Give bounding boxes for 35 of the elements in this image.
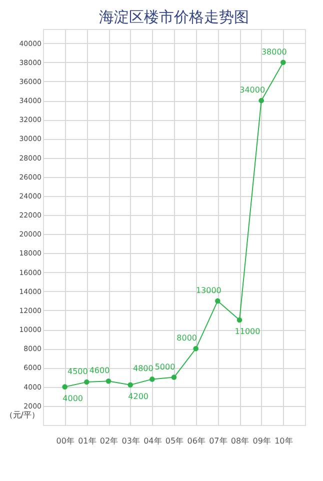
data-label: 4500 (67, 367, 88, 376)
data-label: 4000 (62, 394, 84, 403)
point (128, 382, 133, 388)
data-label: 5000 (154, 362, 176, 372)
point (258, 98, 264, 104)
data-label: 4600 (89, 366, 110, 376)
x-tick-label: 07年 (209, 436, 228, 446)
chart-title: 海淀区楼市价格走势图 (99, 8, 249, 26)
data-label: 4800 (132, 364, 154, 374)
data-label: 38000 (261, 47, 287, 56)
data-label: 11000 (234, 327, 260, 336)
y-axis-title: （元/平） (4, 410, 40, 420)
point (280, 60, 286, 66)
point (215, 298, 220, 304)
x-tick-label: 01年 (78, 436, 96, 446)
data-label: 8000 (176, 334, 198, 343)
x-tick-label: 09年 (252, 436, 271, 446)
data-label: 34000 (240, 86, 266, 95)
x-tick-label: 02年 (100, 436, 118, 446)
x-tick-label: 03年 (122, 436, 140, 446)
x-tick-label: 00年 (56, 436, 74, 446)
point (84, 379, 90, 385)
x-tick-label: 06年 (187, 436, 206, 446)
point (193, 346, 198, 352)
x-tick-label: 04年 (144, 436, 162, 446)
point (171, 374, 177, 380)
data-label: 13000 (196, 286, 222, 295)
x-tick-label: 08年 (230, 436, 250, 446)
data-label: 4200 (128, 392, 149, 401)
point (236, 317, 242, 323)
x-tick-label: 10年 (274, 436, 293, 446)
point (150, 376, 155, 382)
point (106, 378, 112, 384)
x-tick-label: 05年 (165, 436, 184, 446)
point (62, 384, 68, 390)
